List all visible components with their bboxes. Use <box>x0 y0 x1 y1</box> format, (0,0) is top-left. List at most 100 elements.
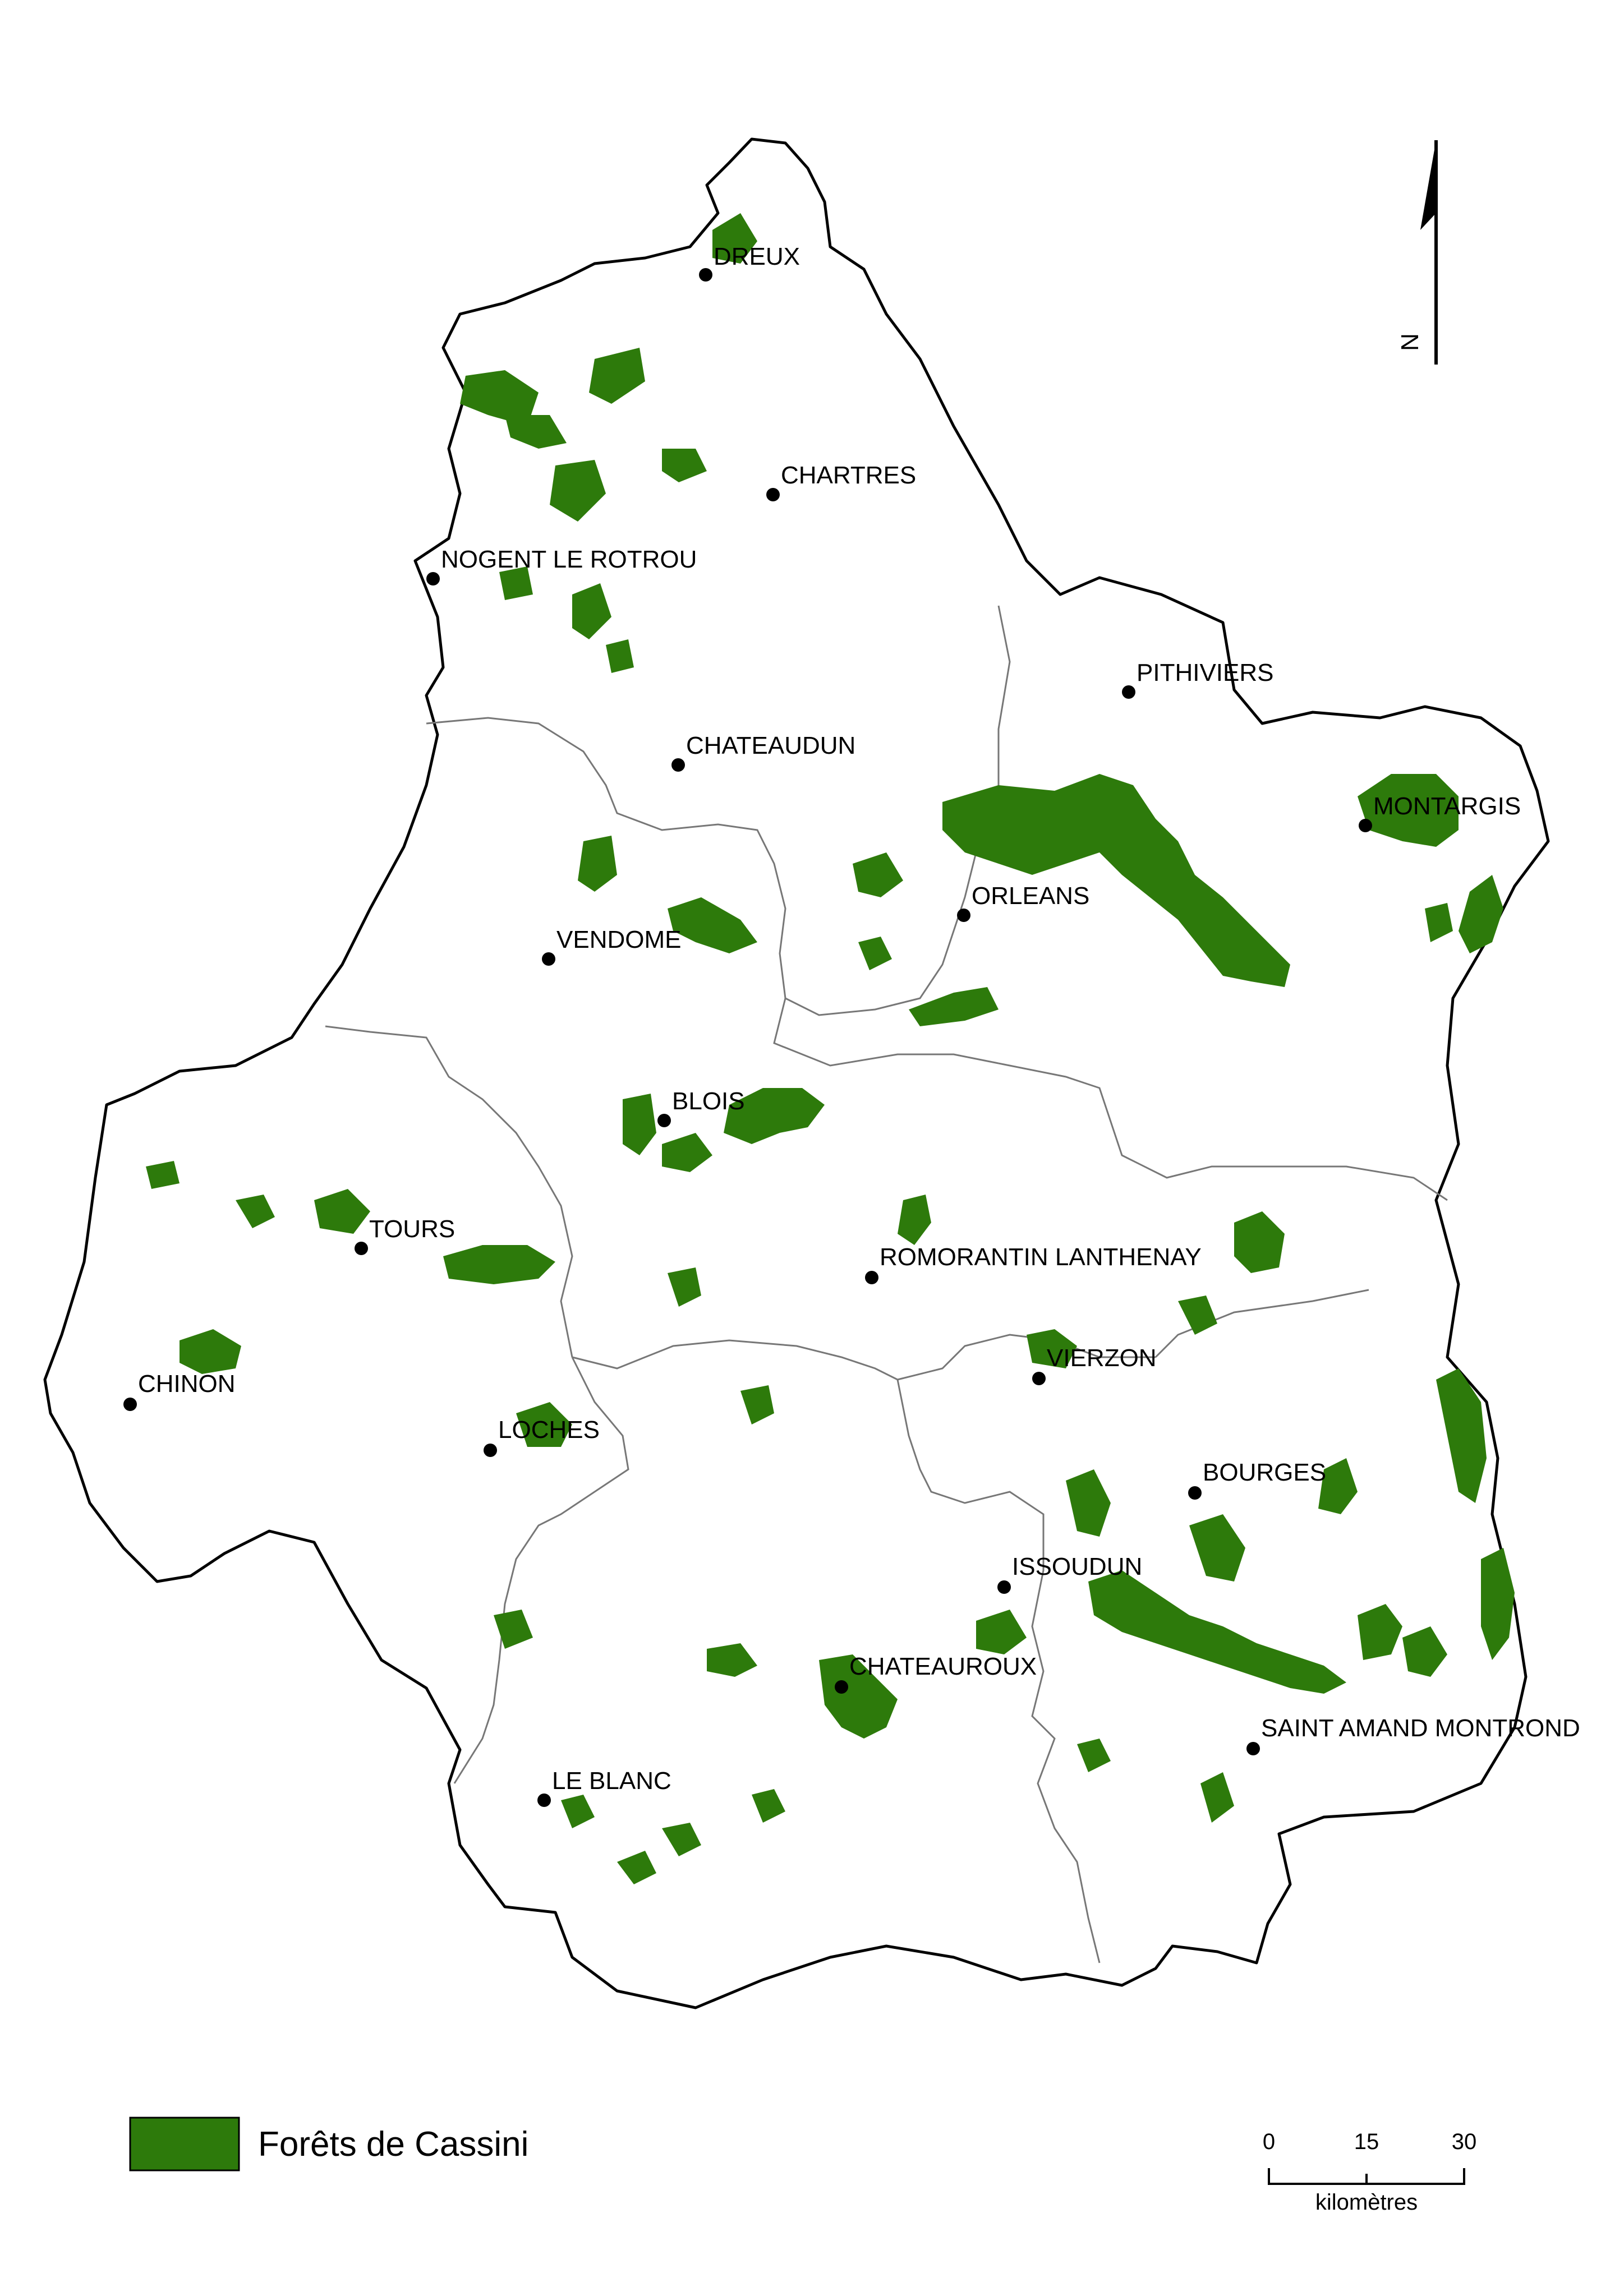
city-dreux[interactable]: DREUX <box>699 243 800 282</box>
north-arrow-icon: N <box>1396 140 1438 365</box>
forest-patch <box>443 1245 555 1284</box>
forest-patch <box>752 1789 785 1823</box>
city-le-blanc[interactable]: LE BLANC <box>537 1767 671 1807</box>
city-vierzon[interactable]: VIERZON <box>1032 1344 1157 1385</box>
city-marker <box>957 909 970 922</box>
region-outline <box>43 137 1550 2009</box>
forest-patch <box>606 639 634 673</box>
forest-patch <box>819 1654 898 1739</box>
city-label: CHARTRES <box>781 462 916 489</box>
forest-patch <box>712 213 757 264</box>
forest-patch <box>494 1610 533 1649</box>
forest-patch <box>668 897 757 953</box>
scale-tick-label: 15 <box>1354 2129 1379 2154</box>
city-loches[interactable]: LOCHES <box>484 1416 600 1457</box>
city-nogent-le-rotrou[interactable]: NOGENT LE ROTROU <box>426 546 697 585</box>
city-issoudun[interactable]: ISSOUDUN <box>997 1553 1142 1594</box>
city-label: SAINT AMAND MONTROND <box>1261 1714 1580 1742</box>
forest-patch <box>1425 903 1453 942</box>
forest-patch <box>1178 1295 1217 1335</box>
city-label: DREUX <box>714 243 800 270</box>
forest-patch <box>1459 875 1503 953</box>
forest-patch <box>499 566 533 600</box>
city-marker <box>537 1794 551 1807</box>
forest-layer <box>146 213 1515 1884</box>
forest-patch <box>236 1195 275 1228</box>
forest-patch <box>1358 1604 1402 1660</box>
city-orleans[interactable]: ORLEANS <box>957 882 1089 922</box>
city-tours[interactable]: TOURS <box>355 1215 455 1255</box>
city-label: LOCHES <box>498 1416 600 1444</box>
city-chinon[interactable]: CHINON <box>123 1370 236 1411</box>
forest-patch <box>1027 1329 1077 1368</box>
forest-patch <box>858 937 892 970</box>
city-label: BLOIS <box>672 1087 745 1115</box>
forest-patch <box>1066 1469 1111 1537</box>
city-marker <box>542 952 555 966</box>
city-bourges[interactable]: BOURGES <box>1188 1459 1326 1500</box>
city-label: LE BLANC <box>552 1767 671 1795</box>
forest-patch <box>909 987 999 1026</box>
forest-patch <box>1189 1514 1245 1582</box>
forest-patch <box>561 1795 595 1828</box>
scale-unit-label: kilomètres <box>1315 2190 1418 2215</box>
forest-patch <box>724 1088 825 1144</box>
city-marker <box>671 758 685 772</box>
legend: Forêts de Cassini <box>129 2117 528 2171</box>
city-romorantin-lanthenay[interactable]: ROMORANTIN LANTHENAY <box>865 1243 1202 1284</box>
city-chartres[interactable]: CHARTRES <box>766 462 916 501</box>
city-label: ROMORANTIN LANTHENAY <box>880 1243 1202 1271</box>
city-marker <box>484 1444 497 1457</box>
city-marker <box>426 572 440 585</box>
city-marker <box>657 1114 671 1127</box>
scale-tick-label: 0 <box>1263 2129 1275 2154</box>
city-marker <box>1122 685 1135 699</box>
city-chateaudun[interactable]: CHATEAUDUN <box>671 732 855 772</box>
forest-patch <box>707 1643 757 1677</box>
forest-patch <box>578 836 617 892</box>
city-label: VENDOME <box>556 926 681 953</box>
forest-patch <box>740 1385 774 1424</box>
forest-patch <box>314 1189 370 1234</box>
city-marker <box>1032 1372 1046 1385</box>
forest-patch <box>1358 774 1459 847</box>
city-marker <box>355 1242 368 1255</box>
forest-patch <box>180 1329 241 1374</box>
forest-patch <box>668 1267 701 1307</box>
city-marker <box>1246 1742 1260 1755</box>
forest-patch <box>853 852 903 897</box>
city-label: MONTARGIS <box>1373 792 1521 820</box>
city-chateauroux[interactable]: CHATEAUROUX <box>835 1653 1037 1694</box>
north-label: N <box>1396 333 1424 351</box>
forest-patch <box>662 1133 712 1172</box>
forest-patch <box>1481 1548 1515 1660</box>
city-marker <box>699 268 712 282</box>
city-marker <box>123 1398 137 1411</box>
forest-patch <box>516 1402 572 1447</box>
legend-label: Forêts de Cassini <box>258 2125 528 2164</box>
forest-patch <box>617 1851 656 1884</box>
city-vendome[interactable]: VENDOME <box>542 926 681 966</box>
city-marker <box>766 488 780 501</box>
city-label: CHINON <box>138 1370 236 1398</box>
forest-patch <box>1402 1626 1447 1677</box>
legend-swatch <box>129 2117 240 2171</box>
city-marker <box>1188 1486 1202 1500</box>
city-marker <box>997 1580 1011 1594</box>
forest-patch <box>460 370 539 426</box>
city-saint-amand-montrond[interactable]: SAINT AMAND MONTROND <box>1246 1714 1580 1755</box>
forest-patch <box>942 774 1290 987</box>
forest-patch <box>572 583 611 639</box>
forest-patch <box>662 449 707 482</box>
forest-patch <box>1077 1739 1111 1772</box>
forest-patch <box>898 1195 931 1245</box>
city-pithiviers[interactable]: PITHIVIERS <box>1122 659 1274 699</box>
scale-bar: 0 15 30 kilomètres <box>1263 2129 1476 2215</box>
city-label: CHATEAUDUN <box>686 732 855 759</box>
forest-patch <box>1436 1368 1487 1503</box>
city-montargis[interactable]: MONTARGIS <box>1359 792 1521 832</box>
city-label: NOGENT LE ROTROU <box>441 546 697 573</box>
city-blois[interactable]: BLOIS <box>657 1087 745 1127</box>
forest-patch <box>1200 1772 1234 1823</box>
city-label: CHATEAUROUX <box>849 1653 1037 1680</box>
